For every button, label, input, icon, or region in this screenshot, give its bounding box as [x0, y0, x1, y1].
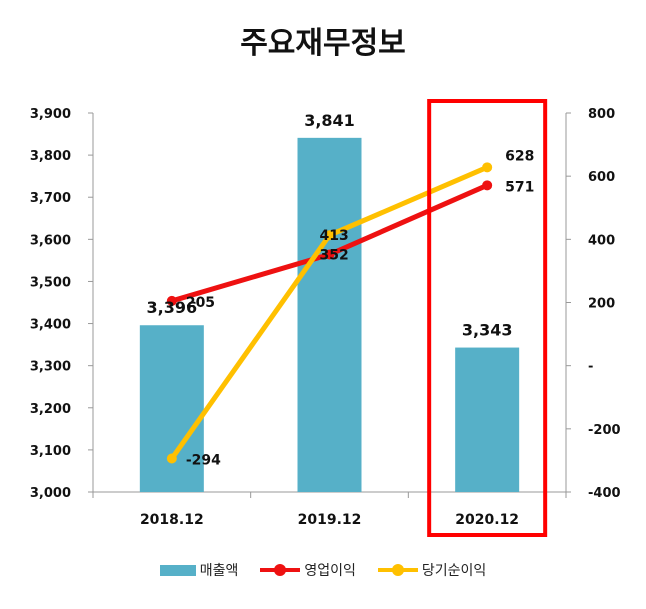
net-income-data-label: 413 — [320, 228, 349, 244]
left-tick-label: 3,300 — [30, 360, 71, 375]
operating-income-point — [166, 295, 177, 306]
left-tick-label: 3,400 — [30, 318, 71, 333]
right-tick-label: 800 — [588, 107, 615, 122]
left-tick-label: 3,800 — [30, 149, 71, 164]
left-tick-label: 3,700 — [30, 191, 71, 206]
legend-label-operating-income: 영업이익 — [304, 563, 356, 579]
legend-swatch-revenue — [159, 564, 196, 576]
chart-title: 주요재무정보 — [240, 26, 406, 61]
revenue-data-label: 3,343 — [462, 321, 513, 340]
legend-swatch-net-income — [377, 564, 418, 576]
operating-income-data-label: 571 — [505, 179, 534, 195]
x-tick-label: 2019.12 — [298, 512, 362, 528]
net-income-point — [324, 230, 335, 241]
left-tick-label: 3,600 — [30, 233, 71, 248]
legend-item-net-income: 당기순이익 — [377, 560, 487, 580]
operating-income-point — [482, 180, 493, 191]
x-tick-label: 2018.12 — [140, 512, 204, 528]
legend-item-operating-income: 영업이익 — [260, 560, 356, 580]
legend-swatch-operating-income — [260, 564, 301, 576]
revenue-bar — [297, 137, 362, 492]
revenue-bar — [139, 325, 204, 492]
left-tick-label: 3,500 — [30, 275, 71, 290]
operating-income-point — [324, 249, 335, 260]
operating-income-data-label: 205 — [186, 295, 215, 311]
legend: 매출액 영업이익 당기순이익 — [0, 560, 646, 580]
net-income-data-label: -294 — [186, 453, 221, 469]
x-tick-label: 2020.12 — [455, 512, 519, 528]
left-tick-label: 3,900 — [30, 107, 71, 122]
left-tick-label: 3,200 — [30, 402, 71, 417]
right-tick-label: 400 — [588, 233, 615, 248]
left-tick-label: 3,000 — [30, 486, 71, 501]
right-tick-label: 200 — [588, 297, 615, 312]
net-income-data-label: 628 — [505, 148, 534, 164]
highlight-box — [427, 99, 548, 537]
revenue-data-label: 3,841 — [304, 111, 355, 130]
right-tick-label: 600 — [588, 170, 615, 185]
legend-item-revenue: 매출액 — [159, 560, 239, 580]
operating-income-data-label: 352 — [320, 247, 349, 263]
left-tick-label: 3,100 — [30, 444, 71, 459]
legend-label-net-income: 당기순이익 — [421, 563, 487, 579]
right-tick-label: -400 — [588, 486, 621, 501]
revenue-bar — [455, 347, 520, 492]
net-income-point — [166, 453, 177, 464]
right-tick-label: -200 — [588, 423, 621, 438]
legend-label-revenue: 매출액 — [199, 563, 239, 579]
net-income-point — [482, 162, 493, 173]
right-tick-label: - — [588, 360, 593, 375]
revenue-data-label: 3,396 — [147, 298, 198, 317]
